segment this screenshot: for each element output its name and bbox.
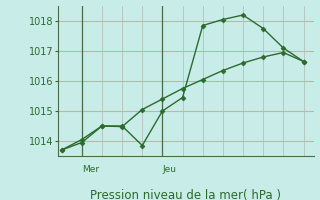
Text: Jeu: Jeu bbox=[163, 165, 176, 174]
Text: Pression niveau de la mer( hPa ): Pression niveau de la mer( hPa ) bbox=[90, 189, 281, 200]
Text: Mer: Mer bbox=[82, 165, 99, 174]
